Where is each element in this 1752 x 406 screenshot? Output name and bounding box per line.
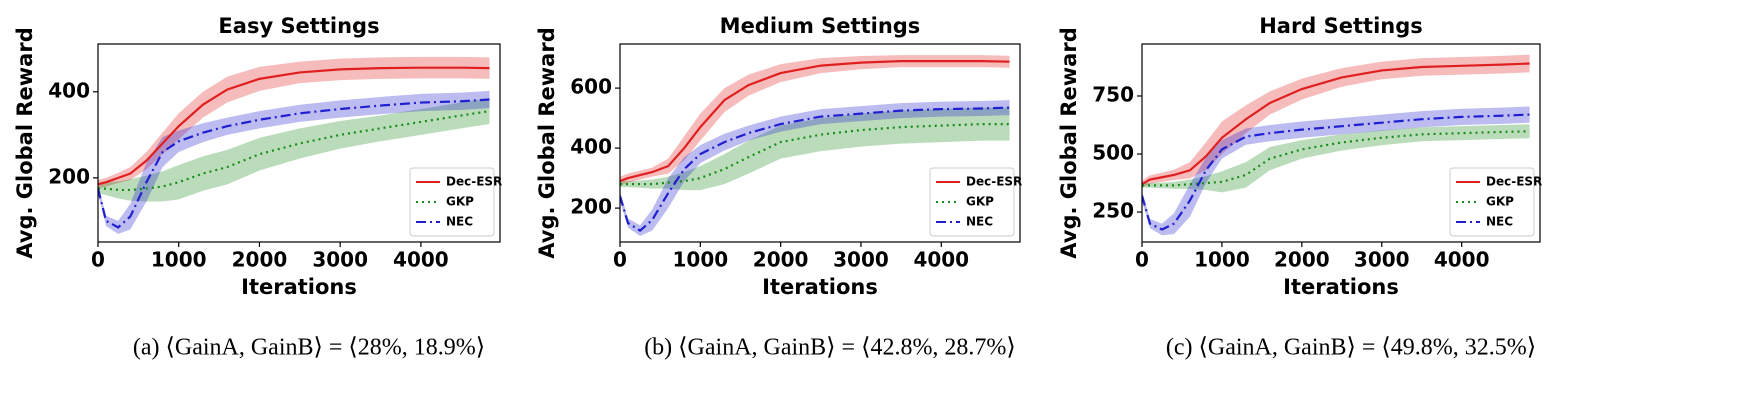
legend-box <box>1449 167 1535 237</box>
y-tick-label: 400 <box>570 135 612 159</box>
confidence-band <box>98 90 490 234</box>
y-tick-label: 400 <box>48 78 90 102</box>
x-axis-label: Iterations <box>241 275 357 299</box>
x-tick-label: 2000 <box>753 248 809 272</box>
chart-title: Hard Settings <box>1259 14 1423 38</box>
x-tick-label: 1000 <box>151 248 207 272</box>
chart-title: Medium Settings <box>720 14 921 38</box>
x-axis-label: Iterations <box>1283 275 1399 299</box>
confidence-band <box>1142 54 1530 188</box>
legend: Dec-ESR GKP NEC <box>409 167 502 237</box>
x-tick-label: 1000 <box>1194 248 1250 272</box>
confidence-band <box>620 100 1010 236</box>
series-line <box>1142 113 1530 231</box>
legend-label: NEC <box>1486 215 1513 229</box>
legend-label: Dec-ESR <box>446 175 502 189</box>
legend: Dec-ESR GKP NEC <box>1449 167 1542 237</box>
legend-box <box>409 167 495 237</box>
chart-title: Easy Settings <box>218 14 379 38</box>
caption: (b) ⟨GainA, GainB⟩ = ⟨42.8%, 28.7%⟩ <box>644 335 1016 361</box>
legend-label: GKP <box>1486 195 1514 209</box>
axes-frame <box>1141 43 1541 243</box>
legend-label: Dec-ESR <box>966 175 1022 189</box>
y-tick-label: 750 <box>1092 82 1134 106</box>
plot-area <box>620 55 1010 236</box>
y-tick-label: 200 <box>570 195 612 219</box>
y-tick-label: 600 <box>570 75 612 99</box>
series-line <box>1142 62 1530 186</box>
confidence-band <box>1142 106 1530 236</box>
x-tick-label: 1000 <box>672 248 728 272</box>
legend-label: NEC <box>446 215 473 229</box>
confidence-band <box>98 98 490 202</box>
legend-label: GKP <box>966 195 994 209</box>
plot-area <box>1142 54 1530 236</box>
caption: (c) ⟨GainA, GainB⟩ = ⟨49.8%, 32.5%⟩ <box>1166 335 1536 361</box>
x-tick-label: 3000 <box>312 248 368 272</box>
x-tick-label: 4000 <box>1434 248 1490 272</box>
x-tick-label: 4000 <box>393 248 449 272</box>
confidence-band <box>98 56 490 189</box>
x-tick-label: 3000 <box>1354 248 1410 272</box>
series-line <box>98 66 490 186</box>
series-line <box>1142 130 1530 187</box>
series-line <box>620 106 1010 232</box>
panel: Hard Settings Iterations Avg. Global Rewar… <box>1057 14 1542 361</box>
panel: Easy Settings Iterations Avg. Global Rewar… <box>13 14 502 361</box>
x-tick-label: 2000 <box>1274 248 1330 272</box>
caption: (a) ⟨GainA, GainB⟩ = ⟨28%, 18.9%⟩ <box>133 335 485 361</box>
series-line <box>98 98 490 229</box>
y-tick-label: 200 <box>48 164 90 188</box>
y-axis-label: Avg. Global Reward <box>535 27 559 258</box>
legend-label: GKP <box>446 195 474 209</box>
y-axis-label: Avg. Global Reward <box>1057 27 1081 258</box>
x-tick-label: 3000 <box>833 248 889 272</box>
confidence-band <box>1142 124 1530 193</box>
confidence-band <box>620 107 1010 191</box>
legend-label: NEC <box>966 215 993 229</box>
y-tick-label: 250 <box>1092 199 1134 223</box>
x-tick-label: 0 <box>613 248 627 272</box>
x-axis-label: Iterations <box>762 275 878 299</box>
legend-label: Dec-ESR <box>1486 175 1542 189</box>
y-tick-label: 500 <box>1092 141 1134 165</box>
series-line <box>620 60 1010 183</box>
legend-box <box>929 167 1015 237</box>
plot-area <box>98 56 490 234</box>
axes-frame <box>619 43 1021 243</box>
legend: Dec-ESR GKP NEC <box>929 167 1022 237</box>
confidence-band <box>620 55 1010 186</box>
y-axis-label: Avg. Global Reward <box>13 27 37 258</box>
x-tick-label: 0 <box>91 248 105 272</box>
x-tick-label: 0 <box>1135 248 1149 272</box>
panel: Medium Settings Iterations Avg. Global Rew… <box>535 14 1022 361</box>
x-tick-label: 2000 <box>232 248 288 272</box>
x-tick-label: 4000 <box>913 248 969 272</box>
axes-frame <box>97 43 501 243</box>
